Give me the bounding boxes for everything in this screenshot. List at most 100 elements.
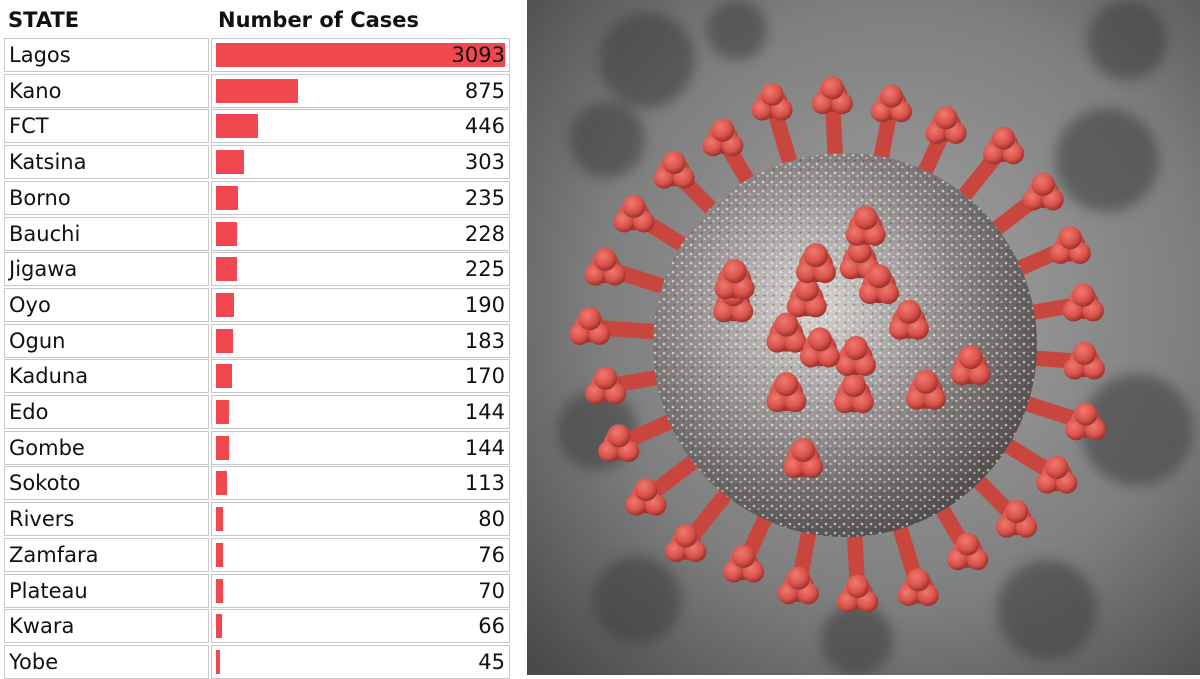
spike-protein — [766, 312, 807, 353]
state-cell: Jigawa — [4, 252, 209, 287]
cases-value-label: 113 — [464, 471, 505, 496]
cases-bar — [216, 542, 224, 567]
state-label: Katsina — [9, 150, 87, 175]
spike-protein — [950, 345, 991, 386]
cases-cell: 303 — [211, 145, 510, 180]
cases-value-label: 70 — [478, 578, 505, 603]
state-cell: Katsina — [4, 145, 209, 180]
cases-cell: 446 — [211, 109, 510, 144]
cases-value-label: 235 — [464, 185, 505, 210]
state-cell: Plateau — [4, 573, 209, 608]
cases-bar — [216, 43, 505, 67]
cases-table: STATE Number of Cases Lagos 3093 Kano 875 FC… — [0, 0, 515, 679]
background-particle — [569, 102, 645, 178]
state-label: Edo — [9, 400, 49, 424]
cases-bar — [216, 471, 227, 496]
cases-bar — [216, 364, 232, 389]
cases-bar — [216, 649, 221, 674]
state-label: Kano — [9, 78, 62, 103]
coronavirus-image — [527, 0, 1200, 675]
spike-protein — [888, 299, 929, 340]
state-label: Ogun — [9, 328, 66, 353]
spike-protein — [702, 118, 767, 207]
table-row: Ogun 183 — [0, 323, 512, 358]
state-cell: Kano — [4, 73, 209, 108]
table-row: Borno 235 — [0, 180, 512, 215]
cases-cell: 183 — [211, 323, 510, 358]
background-particle — [707, 0, 767, 60]
state-cell: Oyo — [4, 287, 209, 322]
state-cell: Kaduna — [4, 359, 209, 394]
state-label: FCT — [9, 114, 49, 139]
cases-value-label: 228 — [464, 221, 505, 246]
state-label: Yobe — [9, 649, 59, 674]
cases-bar — [216, 185, 238, 210]
state-cell: Lagos — [4, 38, 209, 72]
cases-cell: 70 — [211, 573, 510, 608]
cases-bar — [216, 614, 223, 639]
state-label: Gombe — [9, 435, 85, 460]
state-cell: Borno — [4, 180, 209, 215]
state-label: Rivers — [9, 507, 75, 532]
table-row: Katsina 303 — [0, 145, 512, 180]
table-row: Sokoto 113 — [0, 466, 512, 501]
coronavirus-illustration — [527, 0, 1200, 675]
background-particle — [1055, 108, 1159, 212]
table-row: FCT 446 — [0, 109, 512, 144]
cases-value-label: 183 — [464, 328, 505, 353]
cases-value-label: 144 — [464, 435, 505, 460]
spike-protein — [766, 372, 807, 413]
cases-cell: 228 — [211, 216, 510, 251]
spike-protein — [714, 259, 755, 300]
cases-cell: 76 — [211, 537, 510, 572]
table-row: Jigawa 225 — [0, 252, 512, 287]
state-cell: Ogun — [4, 323, 209, 358]
cases-cell: 190 — [211, 287, 510, 322]
cases-value-label: 144 — [464, 400, 505, 424]
state-cell: Bauchi — [4, 216, 209, 251]
state-label: Bauchi — [9, 221, 81, 246]
background-particle — [997, 560, 1097, 660]
spike-protein — [783, 438, 824, 479]
cases-value-label: 66 — [478, 614, 505, 639]
table-row: Edo 144 — [0, 395, 512, 429]
spike-protein — [799, 327, 840, 368]
spike-protein — [908, 106, 967, 199]
spike-protein — [833, 373, 874, 414]
state-cell: FCT — [4, 109, 209, 144]
cases-cell: 225 — [211, 252, 510, 287]
state-label: Borno — [9, 185, 71, 210]
state-label: Lagos — [9, 43, 71, 67]
cases-column-header: Number of Cases — [218, 8, 420, 32]
cases-value-label: 190 — [464, 292, 505, 317]
cases-bar — [216, 221, 238, 246]
background-particle — [1087, 0, 1167, 80]
cases-value-label: 3093 — [451, 43, 505, 67]
cases-value-label: 303 — [464, 150, 505, 175]
cases-bar — [216, 78, 298, 103]
table-row: Rivers 80 — [0, 502, 512, 537]
state-cell: Gombe — [4, 430, 209, 465]
state-label: Zamfara — [9, 542, 99, 567]
table-row: Oyo 190 — [0, 287, 512, 322]
cases-bar — [216, 507, 224, 532]
cases-value-label: 875 — [464, 78, 505, 103]
cases-cell: 144 — [211, 430, 510, 465]
state-cell: Edo — [4, 395, 209, 429]
table-row: Yobe 45 — [0, 644, 512, 679]
spike-protein — [869, 84, 913, 186]
state-cell: Rivers — [4, 502, 209, 537]
state-label: Jigawa — [9, 257, 78, 282]
cases-bar — [216, 578, 223, 603]
spike-protein — [835, 336, 876, 377]
table-row: Lagos 3093 — [0, 38, 512, 72]
cases-bar — [216, 435, 230, 460]
table-row: Kaduna 170 — [0, 359, 512, 394]
cases-bar — [216, 114, 258, 139]
cases-cell: 3093 — [211, 38, 510, 72]
state-label: Kwara — [9, 614, 75, 639]
cases-value-label: 45 — [478, 649, 505, 674]
state-label: Oyo — [9, 292, 51, 317]
spike-protein — [1004, 283, 1105, 324]
cases-cell: 170 — [211, 359, 510, 394]
